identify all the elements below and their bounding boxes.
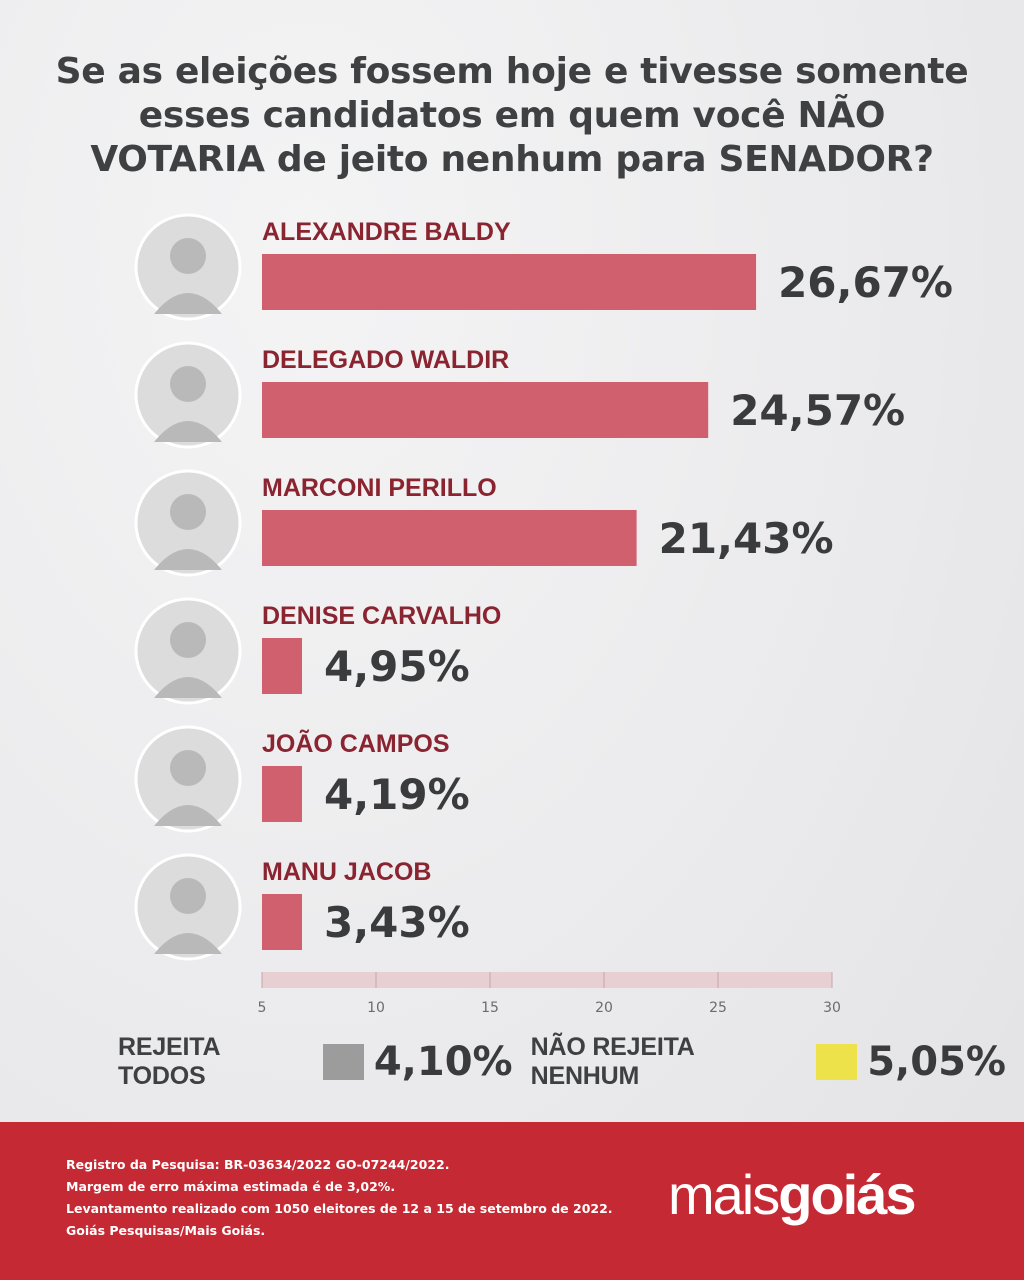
avatar-head-alexandre-baldy bbox=[170, 238, 206, 274]
x-tick-label-25: 25 bbox=[709, 1000, 727, 1016]
survey-notes: Registro da Pesquisa: BR-03634/2022 GO-0… bbox=[66, 1154, 613, 1242]
bar-marconi-perillo bbox=[262, 510, 637, 566]
avatar-body-alexandre-baldy bbox=[154, 293, 222, 314]
title-line-1: Se as eleições fossem hoje e tivesse som… bbox=[55, 51, 969, 92]
title-line-2: esses candidatos em quem você NÃO bbox=[138, 95, 886, 136]
bar-manu-jacob bbox=[262, 894, 302, 950]
legend-nao-rejeita-value: 5,05% bbox=[867, 1039, 1006, 1085]
avatar-head-denise-carvalho bbox=[170, 622, 206, 658]
footer-banner: Registro da Pesquisa: BR-03634/2022 GO-0… bbox=[0, 1122, 1024, 1280]
legend: REJEITA TODOS 4,10% NÃO REJEITA NENHUM 5… bbox=[118, 1033, 1024, 1090]
bar-alexandre-baldy bbox=[262, 254, 757, 310]
survey-note-margem: Margem de erro máxima estimada é de 3,02… bbox=[66, 1179, 396, 1194]
rejection-bar-chart: ALEXANDRE BALDY 26,67% DELEGADO WALDIR 24,5… bbox=[134, 213, 953, 1016]
bar-value-alexandre-baldy: 26,67% bbox=[778, 258, 953, 307]
legend-rejeita-todos-swatch bbox=[322, 1044, 364, 1080]
avatar-body-joao-campos bbox=[154, 805, 222, 826]
x-tick-label-15: 15 bbox=[481, 1000, 499, 1016]
candidate-name-alexandre-baldy: ALEXANDRE BALDY bbox=[262, 218, 511, 246]
survey-note-registro: Registro da Pesquisa: BR-03634/2022 GO-0… bbox=[66, 1157, 450, 1172]
candidate-name-joao-campos: JOÃO CAMPOS bbox=[262, 728, 450, 758]
avatar-body-delegado-waldir bbox=[154, 421, 222, 442]
x-axis-band bbox=[262, 972, 832, 988]
candidate-name-marconi-perillo: MARCONI PERILLO bbox=[262, 474, 497, 502]
legend-nao-rejeita-swatch bbox=[816, 1044, 858, 1080]
candidate-name-manu-jacob: MANU JACOB bbox=[262, 858, 431, 886]
x-tick-label-5: 5 bbox=[258, 1000, 267, 1016]
bar-joao-campos bbox=[262, 766, 302, 822]
avatar-body-marconi-perillo bbox=[154, 549, 222, 570]
bar-value-manu-jacob: 3,43% bbox=[324, 898, 470, 947]
brand-logo: maisgoiás bbox=[668, 1160, 917, 1230]
avatar-head-marconi-perillo bbox=[170, 494, 206, 530]
avatar-body-denise-carvalho bbox=[154, 677, 222, 698]
title-line-3: VOTARIA de jeito nenhum para SENADOR? bbox=[90, 139, 934, 180]
x-tick-label-20: 20 bbox=[595, 1000, 613, 1016]
avatar-body-manu-jacob bbox=[154, 933, 222, 954]
legend-rejeita-todos-value: 4,10% bbox=[373, 1039, 513, 1085]
bar-value-denise-carvalho: 4,95% bbox=[324, 642, 470, 691]
avatar-head-manu-jacob bbox=[170, 878, 206, 914]
candidate-name-delegado-waldir: DELEGADO WALDIR bbox=[262, 346, 509, 374]
bar-value-marconi-perillo: 21,43% bbox=[659, 514, 834, 563]
bar-value-joao-campos: 4,19% bbox=[324, 770, 470, 819]
bar-denise-carvalho bbox=[262, 638, 302, 694]
survey-note-fonte: Goiás Pesquisas/Mais Goiás. bbox=[66, 1223, 266, 1238]
x-tick-label-10: 10 bbox=[367, 1000, 385, 1016]
avatar-head-delegado-waldir bbox=[170, 366, 206, 402]
legend-nao-rejeita-label: NÃO REJEITA NENHUM bbox=[530, 1033, 694, 1090]
chart-title: Se as eleições fossem hoje e tivesse som… bbox=[40, 50, 984, 182]
survey-note-levantamento: Levantamento realizado com 1050 eleitore… bbox=[66, 1201, 613, 1216]
avatar-head-joao-campos bbox=[170, 750, 206, 786]
bar-value-delegado-waldir: 24,57% bbox=[730, 386, 905, 435]
brand-logo-part-1: mais bbox=[668, 1163, 780, 1226]
brand-logo-part-2: goiás bbox=[778, 1163, 916, 1226]
bar-delegado-waldir bbox=[262, 382, 709, 438]
legend-rejeita-todos-label: REJEITA TODOS bbox=[118, 1033, 220, 1090]
x-tick-label-30: 30 bbox=[823, 1000, 841, 1016]
candidate-name-denise-carvalho: DENISE CARVALHO bbox=[262, 602, 501, 630]
